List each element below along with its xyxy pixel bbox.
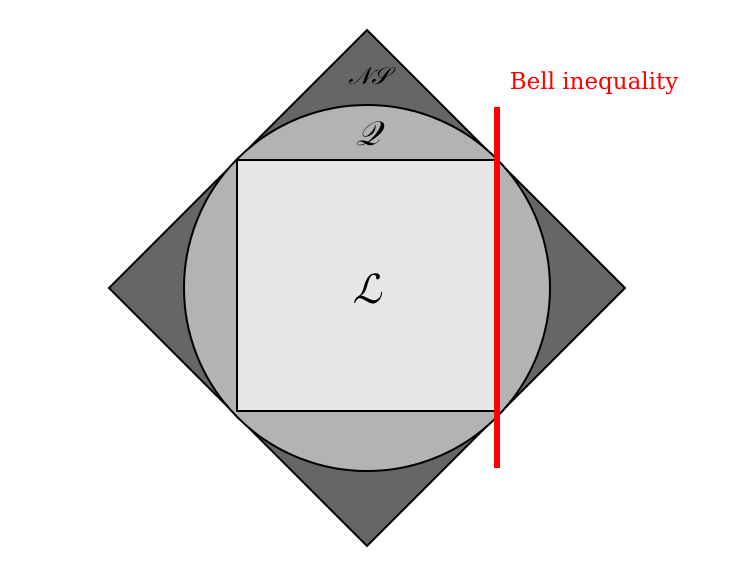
local-set-square bbox=[236, 159, 498, 412]
nonsignaling-label: 𝒩𝒮 bbox=[348, 62, 396, 90]
bell-inequality-label: Bell inequality bbox=[510, 69, 679, 95]
local-label: ℒ bbox=[353, 267, 383, 313]
